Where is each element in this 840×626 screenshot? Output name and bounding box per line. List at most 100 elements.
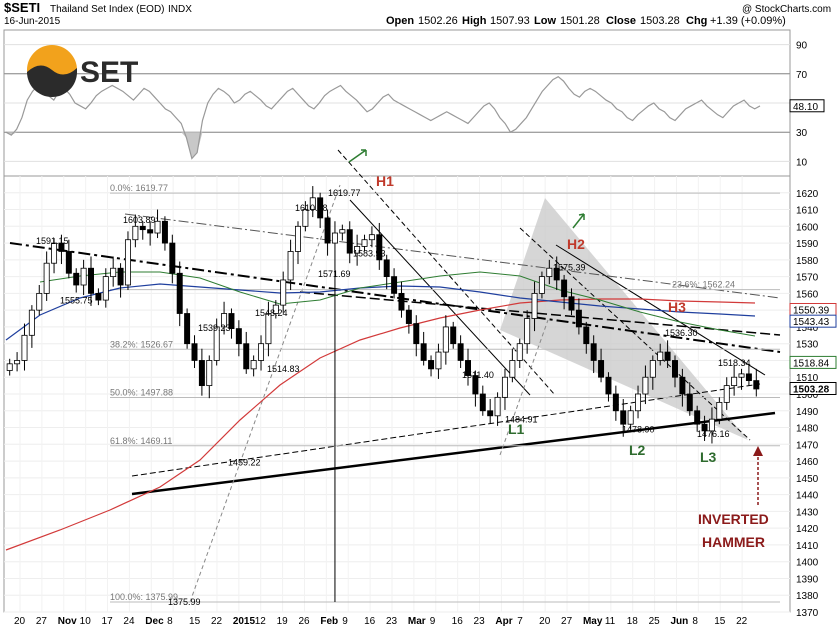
candle-body [43,262,50,294]
candle-body [391,276,398,294]
candle-body [80,267,87,286]
candle-body [361,239,368,247]
x-tick-label: 22 [211,616,223,626]
rsi-tick-label: 70 [796,70,808,81]
candle-body [479,393,486,412]
fib-label: 0.0%: 1619.77 [110,183,168,193]
candle-body [147,229,154,234]
candle-body [272,304,279,314]
h2-breakout-arrow-icon [572,213,585,229]
l2-label: L2 [629,442,646,458]
level-label: 1610.78 [295,203,328,213]
ma-blue-line [5,283,756,341]
h1-parallel-line [349,199,531,396]
candle-body [716,401,723,420]
candle-body [354,246,361,254]
arrow-up-icon [753,446,763,456]
candle-body [124,239,131,286]
x-tick-label: Jun [670,616,688,626]
level-label: 1583.93 [353,248,386,258]
h2-down-line [519,227,751,441]
axis-badge [789,314,837,328]
candle-body [612,393,619,412]
set-logo: SET [27,45,138,97]
rsi-grid: 103050709048.10 [4,41,825,168]
level-label: 1603.89 [123,215,156,225]
candle-body [376,234,383,261]
candle-body [250,360,257,370]
x-tick-label: Mar [408,616,426,626]
candle-body [731,376,738,387]
axis-badge [789,381,837,395]
x-tick-label: 17 [102,616,114,626]
x-tick-label: 23 [474,616,486,626]
candle-body [516,343,523,361]
h1-breakout-arrow-icon [348,149,367,163]
logo-text: SET [80,56,138,89]
candle-body [494,396,501,417]
candle-body [102,276,109,301]
level-label: 1619.77 [328,188,361,198]
candle-body [36,292,43,311]
axis-badge [789,355,837,369]
x-tick-label: 20 [14,616,26,626]
candle-body [21,334,28,361]
date: 16-Jun-2015 [4,16,61,27]
candle-body [221,313,228,328]
x-tick-label: 25 [649,616,661,626]
x-tick-label: 20 [539,616,551,626]
candle-body [117,267,124,286]
candle-body [317,197,324,219]
h2-label: H2 [567,236,585,252]
x-tick-label: 15 [714,616,726,626]
x-tick-label: 7 [517,616,523,626]
ma-green-line [39,271,756,337]
candle-body [383,259,390,278]
l1-label: L1 [508,421,525,437]
moving-averages [5,271,756,551]
price-tick-label: 1370 [796,608,819,619]
candle-body [265,313,272,345]
copyright: @ StockCharts.com [742,4,831,15]
inverted-label: INVERTED [698,511,769,527]
axis-badge-value: 1550.39 [793,305,830,316]
symbol: $SETI [4,0,40,15]
candle-body [679,376,686,395]
level-label: 1539.23 [198,323,231,333]
price-tick-label: 1560 [796,289,819,300]
long-downtrend-line [9,242,781,353]
candle-body [642,376,649,395]
x-tick-label: May [583,616,603,626]
open-label: Open [386,15,414,27]
candle-body [524,318,531,345]
x-tick-label: 8 [692,616,698,626]
x-tick-label: 15 [189,616,201,626]
candle-body [88,267,94,294]
candle-body [184,313,191,345]
rsi-last-badge [789,99,825,113]
candle-body [575,309,582,328]
level-label: 1591.15 [36,236,69,246]
candle-body [302,209,309,227]
candle-body [110,267,117,278]
rsi-last-value: 48.10 [793,102,818,113]
price-tick-label: 1530 [796,340,819,351]
fib-label: 100.0%: 1375.99 [110,592,178,602]
candle-body [331,232,338,244]
ohlc-readout: Open 1502.26 High 1507.93 Low 1501.28 Cl… [386,15,786,27]
candle-body [346,229,353,254]
rsi-tick-label: 30 [796,128,808,139]
candle-body [487,410,494,417]
price-tick-label: 1590 [796,239,819,250]
x-tick-label: Feb [320,616,338,626]
fib-anchor-line [189,184,341,603]
x-tick-label: Dec [145,616,164,626]
open-value: 1502.26 [418,15,458,27]
mid-channel-line [299,291,781,336]
candle-body [428,360,435,370]
uptrend-support-line-2 [131,383,761,477]
candle-body [538,276,545,294]
x-tick-label: 18 [627,616,639,626]
close-label: Close [606,15,636,27]
